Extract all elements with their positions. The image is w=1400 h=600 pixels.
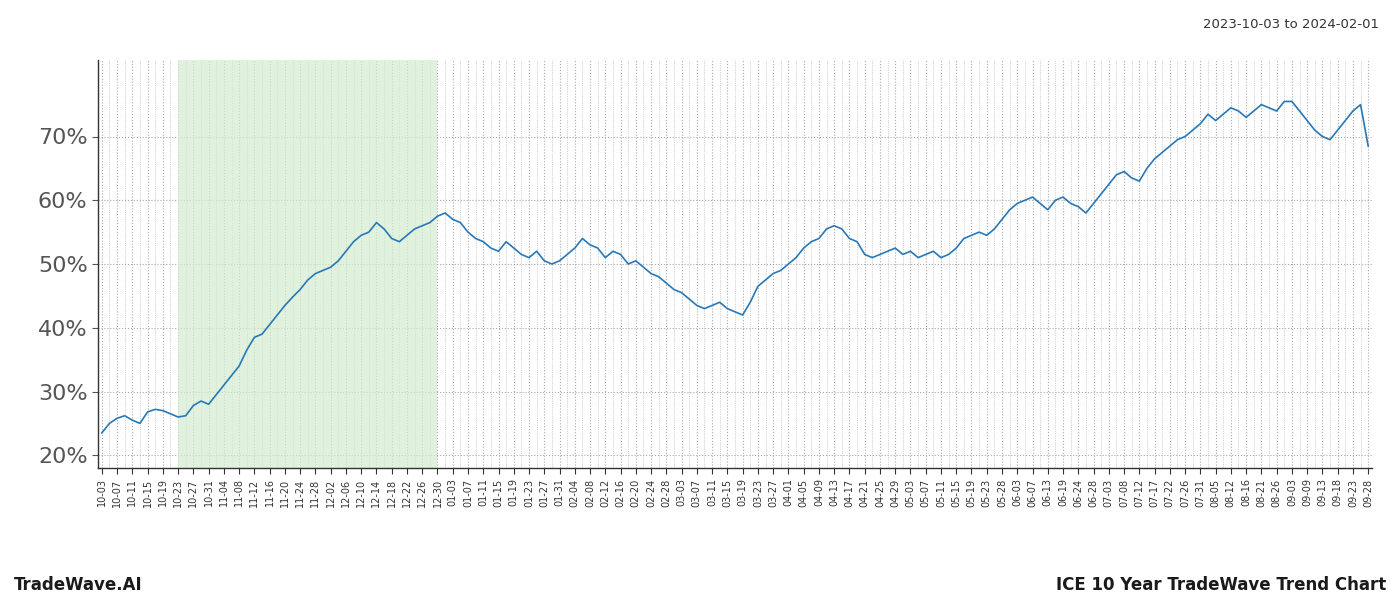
Text: ICE 10 Year TradeWave Trend Chart: ICE 10 Year TradeWave Trend Chart bbox=[1056, 576, 1386, 594]
Bar bbox=[178, 60, 437, 468]
Text: 2023-10-03 to 2024-02-01: 2023-10-03 to 2024-02-01 bbox=[1203, 18, 1379, 31]
Text: TradeWave.AI: TradeWave.AI bbox=[14, 576, 143, 594]
